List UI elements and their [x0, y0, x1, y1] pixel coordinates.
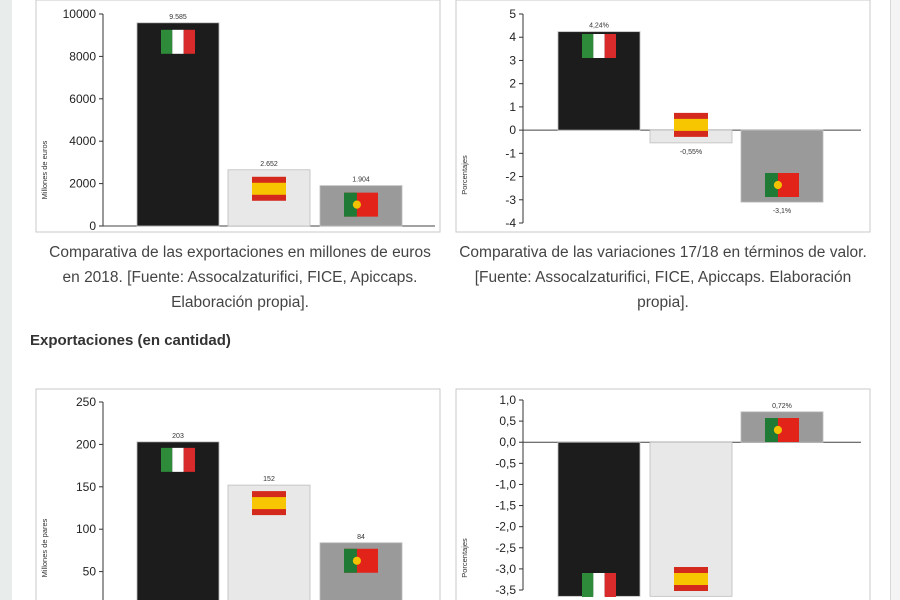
y-tick-label: 100: [76, 522, 96, 536]
bar-value-label: 1.904: [352, 177, 370, 184]
chart-exports-quantity: 50 100 150 200 250 Millones de pares 203 152 84: [35, 388, 445, 600]
bar-value-label: -3,1%: [773, 208, 791, 215]
bar-value-label: 203: [172, 433, 184, 440]
bar-value-label: 0,72%: [772, 403, 792, 410]
spain-flag-icon: [252, 491, 286, 516]
y-tick-label: 200: [76, 437, 96, 451]
y-tick-label: 10000: [63, 7, 97, 21]
bar-value-label: 84: [357, 534, 365, 541]
y-tick-label: -3,0: [495, 562, 516, 576]
caption-exports-value: Comparativa de las exportaciones en mill…: [49, 244, 431, 311]
y-tick-label: 0,0: [499, 435, 516, 449]
italy-flag-icon: [161, 29, 195, 54]
italy-flag-icon: [582, 34, 616, 58]
y-axis-title: Millones de euros: [40, 140, 49, 199]
bar-italia: [557, 441, 641, 597]
spain-flag-icon: [674, 567, 708, 591]
y-tick-label: 6000: [69, 92, 96, 106]
section-heading: Exportaciones (en cantidad): [30, 332, 231, 349]
y-tick-label: -3,5: [495, 583, 516, 597]
chart-variation-quantity: -3,5 -3,0 -2,5 -2,0 -1,5 -1,0 -0,5 0,0 0,5 1,0 Por…: [455, 388, 875, 600]
bar-value-label: 2.652: [260, 161, 278, 168]
y-tick-label: 2000: [69, 177, 96, 191]
spain-flag-icon: [674, 112, 708, 137]
bar-value-label: 4,24%: [589, 23, 609, 30]
y-tick-label: -2,0: [495, 520, 516, 534]
y-tick-label: 3: [509, 53, 516, 67]
y-tick-label: 0: [509, 123, 516, 137]
italy-flag-icon: [582, 573, 616, 597]
y-tick-label: -4: [505, 216, 516, 230]
bar-value-label: -0,55%: [680, 149, 702, 156]
y-tick-label: 4: [509, 30, 516, 44]
y-tick-label: 2: [509, 77, 516, 91]
y-tick-label: 1: [509, 100, 516, 114]
y-tick-label: 1,0: [499, 393, 516, 407]
chart-variation-value: -4 -3 -2 -1 0 1 2 3 4 5 Porcentajes 4,24% -0,55% -3,1…: [455, 0, 875, 235]
bar-value-label: 9.585: [169, 14, 187, 21]
portugal-flag-icon: [765, 418, 799, 442]
y-tick-label: -3: [505, 193, 516, 207]
y-tick-label: 150: [76, 480, 96, 494]
y-tick-label: -2,5: [495, 541, 516, 555]
y-tick-label: -1,5: [495, 499, 516, 513]
spain-flag-icon: [252, 176, 286, 201]
scrollbar-edge: [890, 0, 900, 600]
caption-variation-value: Comparativa de las variaciones 17/18 en …: [459, 244, 867, 311]
y-axis-title: Porcentajes: [460, 155, 469, 195]
portugal-flag-icon: [765, 173, 799, 197]
italy-flag-icon: [161, 447, 195, 472]
y-tick-label: -0,5: [495, 456, 516, 470]
y-tick-label: 4000: [69, 134, 96, 148]
portugal-flag-icon: [344, 192, 378, 217]
y-tick-label: 5: [509, 7, 516, 21]
y-tick-label: 50: [83, 565, 97, 579]
bar-italia: [136, 22, 220, 227]
y-tick-label: -2: [505, 170, 516, 184]
y-tick-label: -1: [505, 146, 516, 160]
y-tick-label: -1,0: [495, 477, 516, 491]
portugal-flag-icon: [344, 548, 378, 573]
y-tick-label: 8000: [69, 49, 96, 63]
y-axis-title: Porcentajes: [460, 538, 469, 578]
y-tick-label: 0,5: [499, 414, 516, 428]
y-tick-label: 0: [89, 219, 96, 233]
y-axis-title: Millones de pares: [40, 518, 49, 577]
chart-exports-value: 0 2000 4000 6000 8000 10000 Millones de euros 9…: [35, 0, 445, 235]
bar-value-label: 152: [263, 476, 275, 483]
y-tick-label: 250: [76, 395, 96, 409]
